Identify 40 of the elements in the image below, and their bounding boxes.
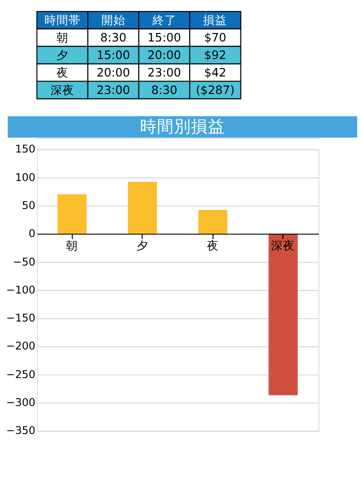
x-tick-label: 朝 xyxy=(66,238,78,253)
chart-title: 時間別損益 xyxy=(140,116,225,136)
text: 20:00 xyxy=(148,48,182,62)
text: ($287) xyxy=(196,82,235,97)
x-tick-label: 夕 xyxy=(136,238,148,253)
y-tick-label: −350 xyxy=(6,424,36,438)
y-tick-label: 50 xyxy=(22,198,36,212)
y-tick-label: −150 xyxy=(6,312,36,325)
text: 15:00 xyxy=(148,30,182,45)
text: 朝 xyxy=(56,30,68,45)
bar xyxy=(198,210,228,234)
text: 時間帯 xyxy=(44,13,80,28)
text: $92 xyxy=(204,48,226,62)
y-tick-label: −300 xyxy=(6,396,36,409)
text: 終了 xyxy=(151,13,176,28)
text: 8:30 xyxy=(100,30,126,45)
bar xyxy=(128,182,157,234)
y-tick-label: 150 xyxy=(15,142,36,156)
text: 夜 xyxy=(56,65,68,80)
y-tick-label: −250 xyxy=(6,368,36,381)
y-tick-label: 0 xyxy=(28,227,36,240)
y-tick-label: 100 xyxy=(15,170,36,184)
text: $70 xyxy=(204,30,226,45)
x-tick-label: 夜 xyxy=(206,238,219,253)
text: 23:00 xyxy=(96,82,130,97)
y-tick-label: −50 xyxy=(12,255,36,268)
bar xyxy=(58,194,87,234)
y-tick-label: −200 xyxy=(6,340,36,353)
y-tick-label: −100 xyxy=(6,283,36,296)
text: 夕 xyxy=(56,48,68,62)
bar xyxy=(268,234,298,396)
text: 15:00 xyxy=(96,48,130,62)
text: 20:00 xyxy=(96,65,130,80)
text: 開始 xyxy=(101,13,126,28)
text: 23:00 xyxy=(148,65,182,80)
text: $42 xyxy=(204,65,226,80)
text: 深夜 xyxy=(50,82,74,97)
text: 8:30 xyxy=(151,82,178,97)
x-tick-label: 深夜 xyxy=(271,238,296,253)
text: 損益 xyxy=(203,13,228,28)
